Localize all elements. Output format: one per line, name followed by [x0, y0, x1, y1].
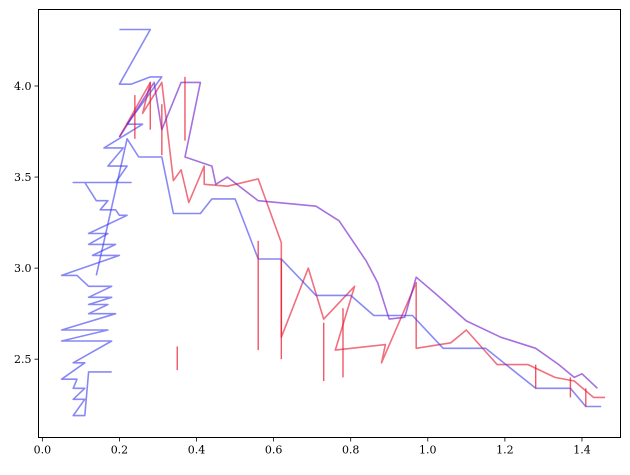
series-line-2 [118, 81, 598, 389]
x-tick-label-6: 1.2 [496, 444, 514, 457]
y-tick-label-0: 2.5 [14, 353, 32, 366]
plot-marks [60, 28, 606, 417]
x-tick-label-3: 0.6 [265, 444, 283, 457]
plot-frame [38, 9, 621, 438]
series-line-1 [118, 81, 606, 399]
x-tick-label-0: 0.0 [34, 444, 52, 457]
y-tick-label-3: 4.0 [14, 80, 32, 93]
y-tick-label-1: 3.0 [14, 262, 32, 275]
y-axis: 2.5 3.0 3.5 4.0 [14, 80, 39, 366]
x-tick-label-2: 0.4 [188, 444, 206, 457]
x-axis: 0.0 0.2 0.4 0.6 0.8 1.0 1.2 1.4 [34, 437, 591, 457]
x-tick-label-1: 0.2 [111, 444, 129, 457]
series-line-3 [95, 138, 602, 408]
y-tick-label-2: 3.5 [14, 171, 32, 184]
x-tick-label-5: 1.0 [419, 444, 437, 457]
x-tick-label-4: 0.8 [342, 444, 360, 457]
x-tick-label-7: 1.4 [573, 444, 591, 457]
series-line-0 [60, 28, 163, 417]
